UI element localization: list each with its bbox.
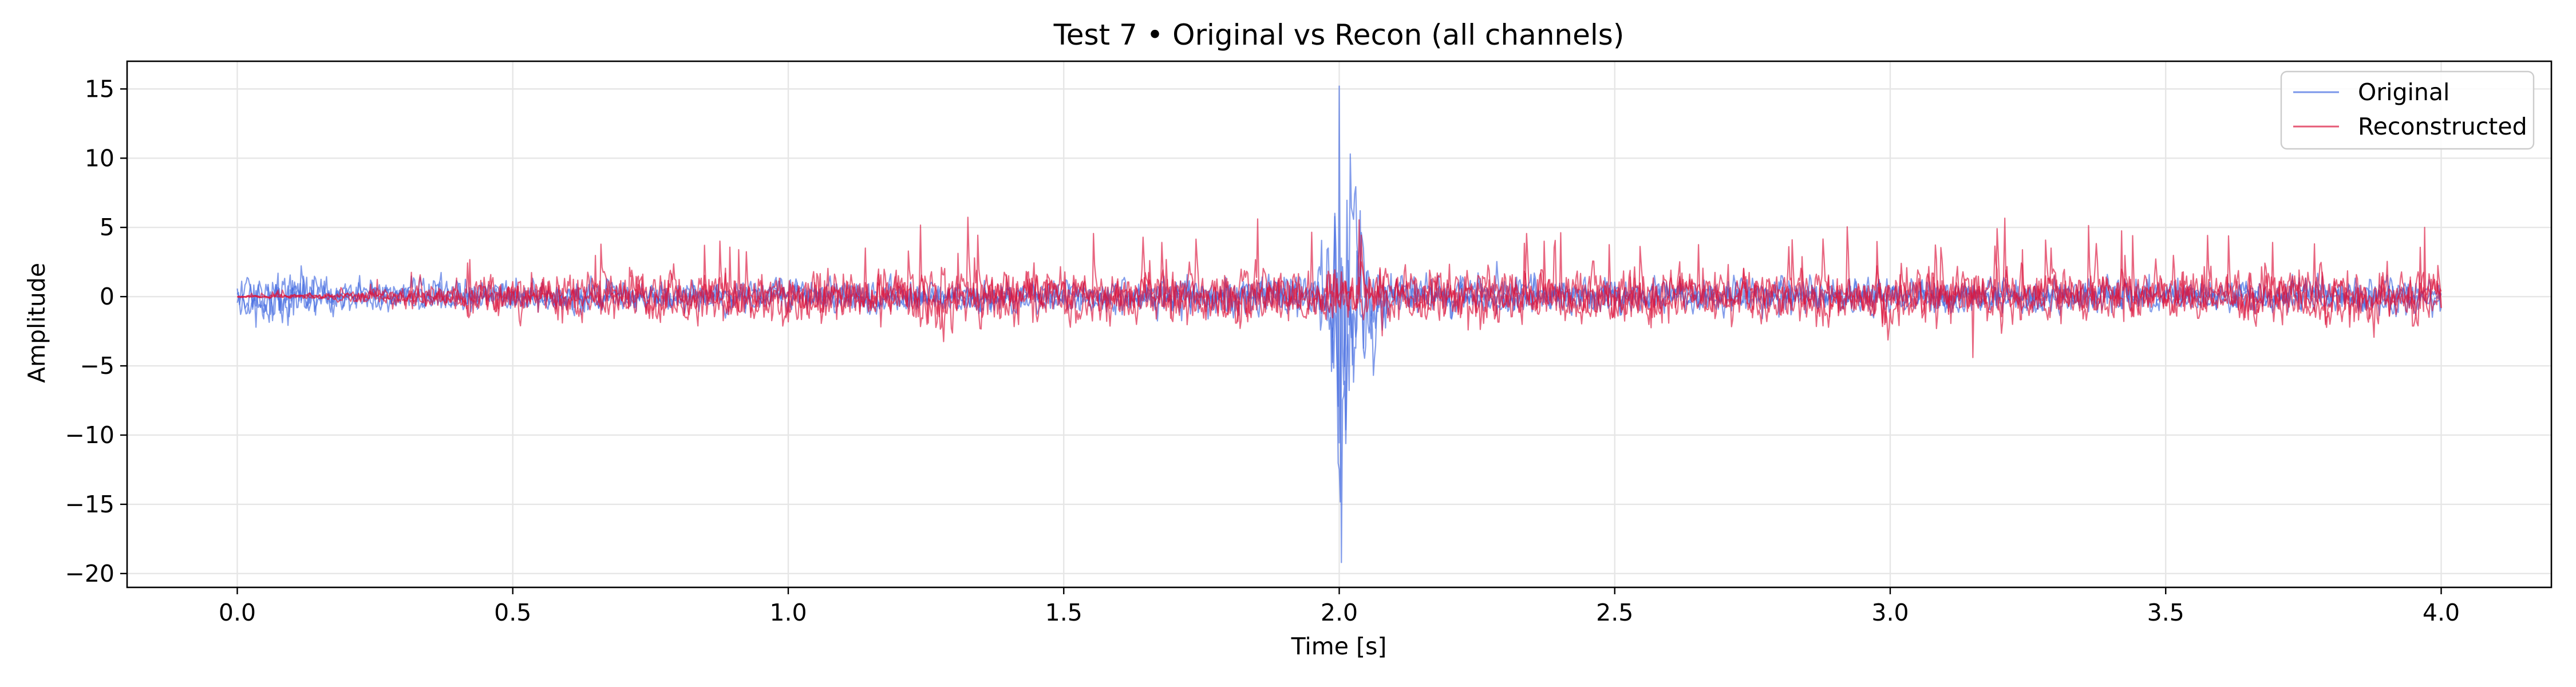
y-tick-label: −20 bbox=[65, 560, 114, 587]
y-tick-label: −15 bbox=[65, 491, 114, 518]
y-tick-label: 15 bbox=[85, 75, 114, 102]
legend: Original Reconstructed bbox=[2280, 70, 2535, 150]
y-tick-label: −10 bbox=[65, 421, 114, 449]
x-tick-label: 1.0 bbox=[769, 599, 807, 626]
x-axis-label: Time [s] bbox=[1291, 633, 1387, 660]
x-axis: 0.0 0.5 1.0 1.5 2.0 2.5 3.0 3.5 4.0 bbox=[219, 587, 2460, 626]
x-tick-label: 0.5 bbox=[494, 599, 531, 626]
chart-title: Test 7 • Original vs Recon (all channels… bbox=[1053, 18, 1625, 52]
y-tick-label: 10 bbox=[85, 144, 114, 172]
legend-box bbox=[2280, 70, 2535, 150]
y-tick-label: −5 bbox=[80, 352, 114, 380]
legend-label-reconstructed: Reconstructed bbox=[2358, 113, 2527, 140]
x-tick-label: 2.0 bbox=[1321, 599, 1358, 626]
series-line-reconstructed bbox=[237, 216, 2442, 358]
y-axis: 15 10 5 0 −5 −10 −15 −20 bbox=[65, 75, 127, 587]
y-tick-label: 0 bbox=[100, 283, 114, 310]
x-tick-label: 3.0 bbox=[1871, 599, 1909, 626]
y-tick-label: 5 bbox=[100, 214, 114, 241]
legend-label-original: Original bbox=[2358, 78, 2449, 106]
y-axis-label: Amplitude bbox=[23, 263, 50, 383]
x-tick-label: 2.5 bbox=[1596, 599, 1633, 626]
x-tick-label: 4.0 bbox=[2423, 599, 2460, 626]
series-line-reconstructed bbox=[237, 218, 2442, 338]
plot-area bbox=[236, 85, 2442, 563]
x-tick-label: 0.0 bbox=[219, 599, 256, 626]
x-tick-label: 3.5 bbox=[2147, 599, 2184, 626]
x-tick-label: 1.5 bbox=[1045, 599, 1082, 626]
